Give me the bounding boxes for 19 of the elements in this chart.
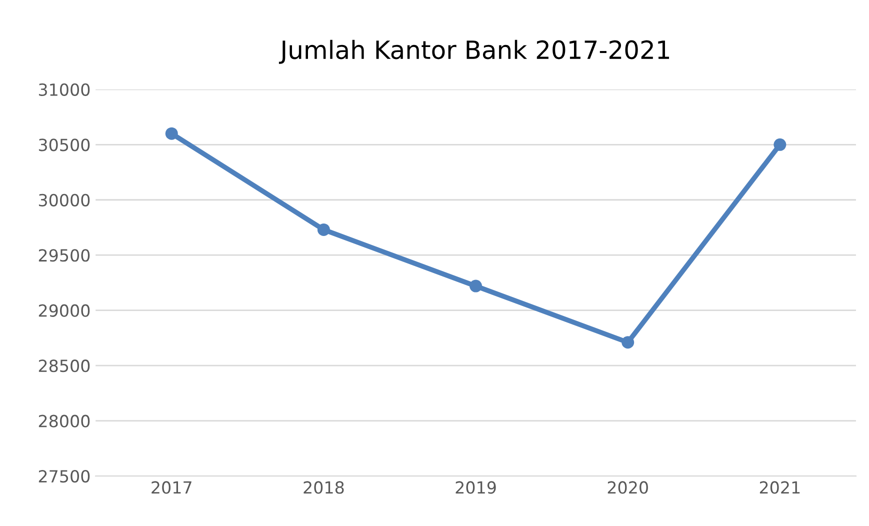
point — [622, 336, 634, 349]
chart-title: Jumlah Kantor Bank 2017-2021 — [278, 40, 670, 64]
point — [165, 127, 178, 140]
point — [317, 223, 330, 236]
y-tick-label: 28500 — [38, 360, 90, 372]
point — [470, 280, 482, 292]
x-tick-label: 2021 — [760, 481, 800, 494]
point — [774, 138, 786, 151]
y-tick-label: 29500 — [38, 249, 90, 262]
y-tick-label: 31000 — [38, 83, 90, 96]
y-tick-label: 30000 — [38, 194, 90, 206]
y-tick-label: 28000 — [38, 414, 90, 428]
x-tick-label: 2018 — [304, 481, 344, 494]
y-tick-label: 30500 — [38, 138, 90, 152]
x-tick-label: 2019 — [456, 481, 496, 494]
x-tick-label: 2020 — [608, 481, 648, 494]
y-tick-label: 29000 — [38, 304, 90, 317]
x-tick-label: 2017 — [152, 481, 192, 494]
y-tick-label: 27500 — [38, 470, 90, 483]
